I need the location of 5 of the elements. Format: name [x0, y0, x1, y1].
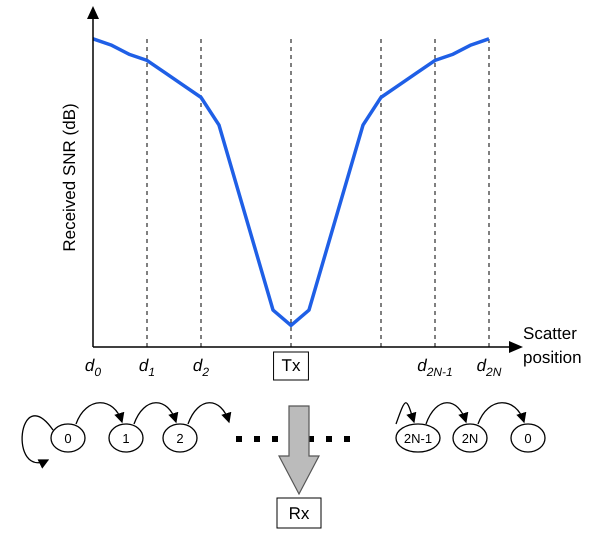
- x-tick-label: Tx: [282, 356, 301, 375]
- x-axis-title: Scatter position: [523, 324, 582, 367]
- y-axis-title: Received SNR (dB): [60, 103, 79, 252]
- text: Rx: [288, 504, 310, 523]
- state-diagram: 0 1 2 2N-1 2N 0: [22, 402, 546, 468]
